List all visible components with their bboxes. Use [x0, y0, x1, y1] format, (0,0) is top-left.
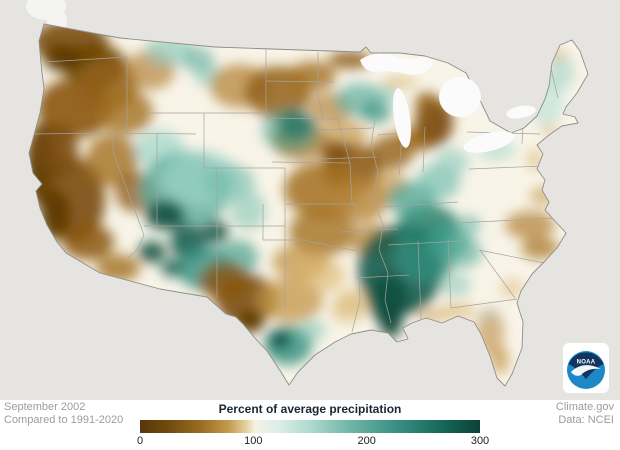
- precipitation-anomaly-field: [29, 24, 574, 374]
- legend-tick-200: 200: [357, 435, 376, 447]
- map-caption-left: September 2002 Compared to 1991-2020: [4, 401, 123, 427]
- noaa-logo-text: NOAA: [577, 360, 596, 366]
- state-borders: [32, 46, 559, 333]
- legend-colorbar: [140, 420, 480, 433]
- legend-tick-100: 100: [244, 435, 263, 447]
- map-caption-right: Climate.gov Data: NCEI: [556, 401, 614, 427]
- lake-huron: [439, 77, 481, 117]
- legend-tick-labels: 0 100 200 300: [136, 435, 489, 449]
- legend-tick-300: 300: [470, 435, 490, 447]
- source-site-label: Climate.gov: [555, 401, 614, 413]
- source-data-label: Data: NCEI: [558, 414, 614, 426]
- lake-michigan: [393, 88, 411, 148]
- national-border-outline: [28, 23, 589, 387]
- noaa-logo: NOAA: [563, 343, 609, 393]
- lake-erie: [463, 131, 515, 153]
- legend-title: Percent of average precipitation: [218, 402, 402, 416]
- legend-tick-0: 0: [136, 435, 144, 447]
- great-lakes: [360, 53, 536, 153]
- seagull-icon: [571, 365, 601, 376]
- noaa-emblem-icon: NOAA: [567, 351, 605, 389]
- lake-superior: [360, 53, 433, 75]
- lake-ontario: [506, 105, 536, 119]
- map-baseline-label: Compared to 1991-2020: [4, 414, 124, 426]
- map-date-label: September 2002: [4, 401, 86, 413]
- us-precipitation-map: [0, 0, 620, 400]
- precipitation-legend: Percent of average precipitation 0 100 2…: [136, 402, 489, 449]
- map-area: [0, 0, 620, 400]
